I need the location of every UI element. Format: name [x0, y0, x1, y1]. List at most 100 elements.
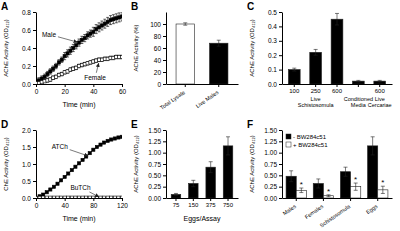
tick-mark: [65, 198, 66, 201]
tick-mark: [36, 198, 37, 201]
marker: [92, 196, 95, 198]
marks: [36, 135, 122, 198]
error-bar: [209, 162, 213, 173]
y-axis-tick: 0.50: [264, 172, 282, 179]
error-bar: [217, 40, 221, 46]
annotation-arrow: [58, 37, 78, 42]
y-axis-title: ChE Activity (OD₄₁₂): [3, 137, 9, 190]
panel: F0.000.250.500.751.001.251.50MalesFemale…: [247, 119, 393, 228]
marker: [120, 55, 122, 58]
bar: [331, 19, 343, 84]
panel-label: A: [1, 1, 8, 12]
marker: [110, 196, 113, 198]
y-axis-tick: 0.25: [148, 183, 166, 190]
marker: [67, 172, 70, 175]
tick-label: 375: [206, 202, 217, 208]
tick-label: 2.0: [22, 127, 31, 134]
marker: [63, 196, 66, 198]
panel-label: F: [247, 119, 253, 130]
y-axis-line: [282, 131, 283, 199]
y-axis-title: AChE Activity (OD₄₁₂): [3, 19, 9, 76]
tick-mark: [93, 84, 94, 87]
y-axis-tick: 0.4: [22, 45, 36, 52]
tick-mark: [279, 41, 282, 42]
tick-label: 750: [223, 202, 234, 208]
tick-mark: [279, 26, 282, 27]
tick-mark: [33, 130, 36, 131]
y-axis-tick: 0.4: [268, 23, 282, 30]
tick-label: 0.50: [148, 172, 161, 179]
plot: 020406080100Total LysateLive MalesAChE A…: [133, 13, 239, 111]
tick-label: 0.75: [264, 161, 277, 168]
tick-mark: [279, 198, 282, 199]
x-axis-tick: 80: [90, 198, 98, 209]
error-bar: [183, 23, 187, 25]
error-bar: [191, 180, 195, 186]
group-label-line: Schistosomula: [298, 102, 335, 108]
y-axis-tick: 0.2: [22, 63, 36, 70]
tick-label: 100: [289, 88, 300, 94]
x-axis-line: [37, 198, 123, 199]
bar: [288, 70, 300, 84]
x-axis: 75150375750: [167, 198, 239, 208]
marker: [77, 162, 80, 165]
legend: - BW284c51+ BW284c51: [286, 134, 328, 148]
tick-mark: [323, 198, 324, 201]
tick-mark: [218, 84, 219, 87]
tick-label: 0.3: [268, 37, 277, 44]
tick-label: 100: [150, 21, 161, 28]
tick-label: 60: [154, 45, 162, 52]
tick-label: Males: [282, 203, 298, 216]
y-axis-tick: 1.00: [148, 149, 166, 156]
marker: [99, 196, 102, 198]
marker: [36, 196, 38, 198]
tick-label: 0.50: [264, 172, 277, 179]
y-axis-tick: 0.00: [264, 195, 282, 202]
annotation-arrow: [89, 192, 99, 197]
y-axis-tick: 0.00: [148, 195, 166, 202]
tick-label: 600: [332, 88, 343, 94]
panel: C0.00.10.20.30.40.5100250600600AChE Acti…: [247, 1, 393, 108]
y-axis-tick: 1.00: [264, 149, 282, 156]
marker: [45, 191, 48, 194]
tick-label: Live Males: [195, 89, 220, 109]
tick-mark: [122, 84, 123, 87]
y-axis-title: AChE Activity (OD₄₁₂): [249, 19, 255, 76]
marker: [59, 196, 62, 198]
x-axis: MalesFemalesSchistosomulaEggs: [282, 198, 393, 228]
error-bar: [381, 186, 385, 193]
plot: 0.00.20.40.60.80204060Time (min)AChE Act…: [3, 9, 126, 109]
tick-mark: [210, 198, 211, 201]
x-axis-tick: Males: [282, 198, 298, 216]
marker: [52, 196, 55, 198]
x-axis-line: [283, 198, 393, 199]
tick-label: 0.8: [22, 9, 31, 16]
marker: [120, 15, 122, 18]
error-bar: [121, 12, 123, 21]
tick-mark: [337, 84, 338, 87]
marker: [59, 179, 62, 182]
marker: [60, 58, 63, 61]
x-axis-tick: Eggs: [365, 198, 379, 215]
error-bar: [314, 49, 318, 55]
tick-mark: [163, 24, 166, 25]
legend-item: - BW284c51: [286, 134, 327, 140]
marker: [54, 64, 57, 67]
tick-label: 0: [35, 202, 39, 209]
tick-label: 1.5: [22, 144, 31, 151]
y-axis-tick: 0.3: [268, 37, 282, 44]
tick-mark: [163, 198, 166, 199]
marker: [99, 143, 102, 146]
tick-label: Schistosomula: [319, 203, 353, 229]
annotation: BuTCh: [70, 184, 91, 191]
tick-label: 0.2: [22, 63, 31, 70]
y-axis-tick: 0.5: [22, 178, 36, 185]
error-bar: [174, 193, 178, 195]
x-axis-tick: 0: [35, 198, 39, 209]
marker: [95, 145, 98, 148]
tick-mark: [163, 84, 166, 85]
tick-mark: [163, 36, 166, 37]
plot: 0.000.250.500.751.001.251.50MalesFemales…: [249, 127, 393, 229]
group-label: LiveCercariae: [368, 96, 392, 108]
x-axis-tick: 40: [62, 198, 70, 209]
